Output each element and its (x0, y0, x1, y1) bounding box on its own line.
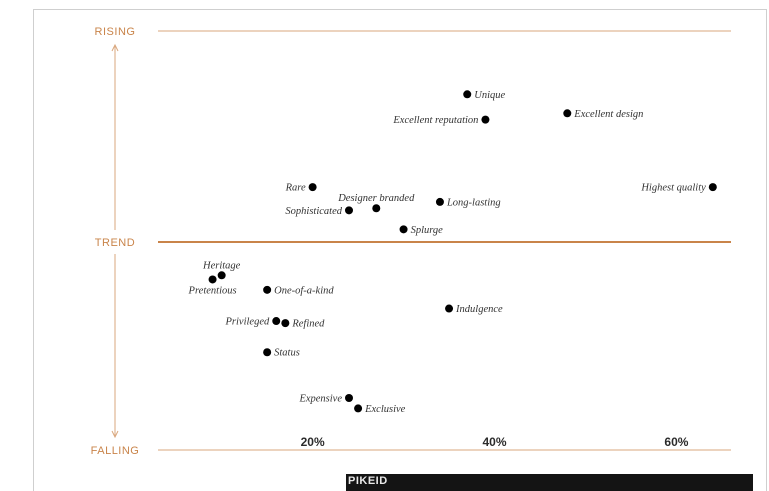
chart-frame (33, 9, 767, 491)
data-point-label: Long-lasting (446, 197, 501, 208)
data-point (481, 115, 490, 124)
data-point (399, 225, 408, 234)
data-point (208, 275, 217, 284)
x-ticks: 20% 40% 60% (301, 435, 689, 449)
data-point-label: Heritage (202, 260, 241, 271)
data-point-label: Refined (291, 319, 325, 330)
footer-logo: PIKEID (348, 475, 388, 487)
data-point (435, 197, 444, 206)
data-point-label: Rare (285, 183, 306, 194)
data-point-label: Excellent design (573, 109, 643, 120)
data-point (445, 304, 454, 313)
data-point (263, 348, 272, 357)
data-point (463, 90, 472, 99)
x-tick-label: 60% (664, 435, 688, 449)
data-point-label: Indulgence (455, 304, 503, 315)
data-point (354, 404, 363, 413)
data-point-label: Excellent reputation (392, 115, 478, 126)
data-point-label: Unique (474, 90, 505, 101)
data-point (372, 204, 381, 213)
data-point (217, 271, 226, 280)
rising-label: RISING (95, 26, 136, 38)
data-point-label: Designer branded (337, 193, 415, 204)
data-point-label: Pretentious (188, 285, 237, 296)
data-point (708, 183, 717, 192)
data-point (563, 109, 572, 118)
trend-label: TREND (95, 237, 135, 249)
x-tick-label: 20% (301, 435, 325, 449)
data-point-label: Sophisticated (285, 206, 342, 217)
data-point (308, 183, 317, 192)
data-point-label: Highest quality (640, 183, 706, 194)
axes-layer: RISING TREND FALLING (91, 26, 731, 457)
data-point (345, 394, 353, 402)
footer-bar: PIKEID (346, 474, 753, 491)
data-point (263, 285, 272, 294)
data-point (345, 206, 353, 215)
data-point-label: One-of-a-kind (274, 285, 334, 296)
data-point-label: Exclusive (364, 404, 406, 415)
rising-arrow-head-icon (111, 43, 119, 52)
data-point-label: Expensive (298, 394, 342, 405)
data-point (272, 317, 281, 326)
x-tick-label: 40% (483, 435, 507, 449)
data-point-label: Privileged (225, 317, 270, 328)
falling-label: FALLING (91, 445, 140, 457)
data-point-label: Status (274, 348, 300, 359)
data-point (281, 319, 290, 328)
data-points: Unique Excellent reputation Excellent desi… (188, 90, 717, 415)
falling-arrow-head-icon (111, 430, 119, 439)
data-point-label: Splurge (411, 225, 444, 236)
